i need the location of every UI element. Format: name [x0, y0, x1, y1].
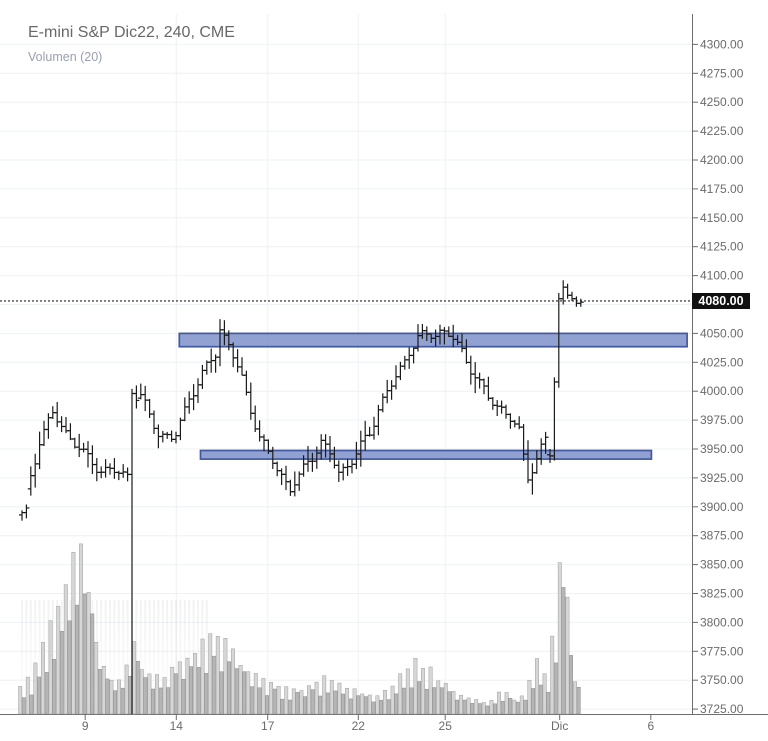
svg-text:4125.00: 4125.00	[700, 240, 744, 254]
svg-text:4250.00: 4250.00	[700, 95, 744, 109]
svg-text:3925.00: 3925.00	[700, 471, 744, 485]
svg-text:3750.00: 3750.00	[700, 673, 744, 687]
svg-text:3950.00: 3950.00	[700, 442, 744, 456]
svg-text:6: 6	[647, 719, 654, 733]
svg-text:Volumen (20): Volumen (20)	[28, 50, 102, 64]
svg-text:4175.00: 4175.00	[700, 182, 744, 196]
svg-text:4150.00: 4150.00	[700, 211, 744, 225]
svg-text:4025.00: 4025.00	[700, 355, 744, 369]
svg-text:4275.00: 4275.00	[700, 66, 744, 80]
svg-text:4080.00: 4080.00	[698, 294, 743, 308]
svg-text:17: 17	[261, 719, 275, 733]
svg-text:3775.00: 3775.00	[700, 644, 744, 658]
svg-text:4100.00: 4100.00	[700, 269, 744, 283]
svg-text:4300.00: 4300.00	[700, 37, 744, 51]
svg-text:3975.00: 3975.00	[700, 413, 744, 427]
svg-text:3900.00: 3900.00	[700, 500, 744, 514]
svg-text:4050.00: 4050.00	[700, 326, 744, 340]
svg-text:3875.00: 3875.00	[700, 529, 744, 543]
svg-text:3725.00: 3725.00	[700, 702, 744, 716]
svg-text:22: 22	[352, 719, 366, 733]
svg-text:4225.00: 4225.00	[700, 124, 744, 138]
svg-text:14: 14	[170, 719, 184, 733]
svg-text:3850.00: 3850.00	[700, 558, 744, 572]
svg-text:4000.00: 4000.00	[700, 384, 744, 398]
svg-text:Dic: Dic	[551, 719, 568, 733]
svg-text:9: 9	[82, 719, 89, 733]
svg-text:3800.00: 3800.00	[700, 615, 744, 629]
svg-text:E-mini S&P Dic22, 240, CME: E-mini S&P Dic22, 240, CME	[28, 24, 235, 41]
svg-text:3825.00: 3825.00	[700, 587, 744, 601]
svg-text:4200.00: 4200.00	[700, 153, 744, 167]
svg-text:25: 25	[439, 719, 453, 733]
